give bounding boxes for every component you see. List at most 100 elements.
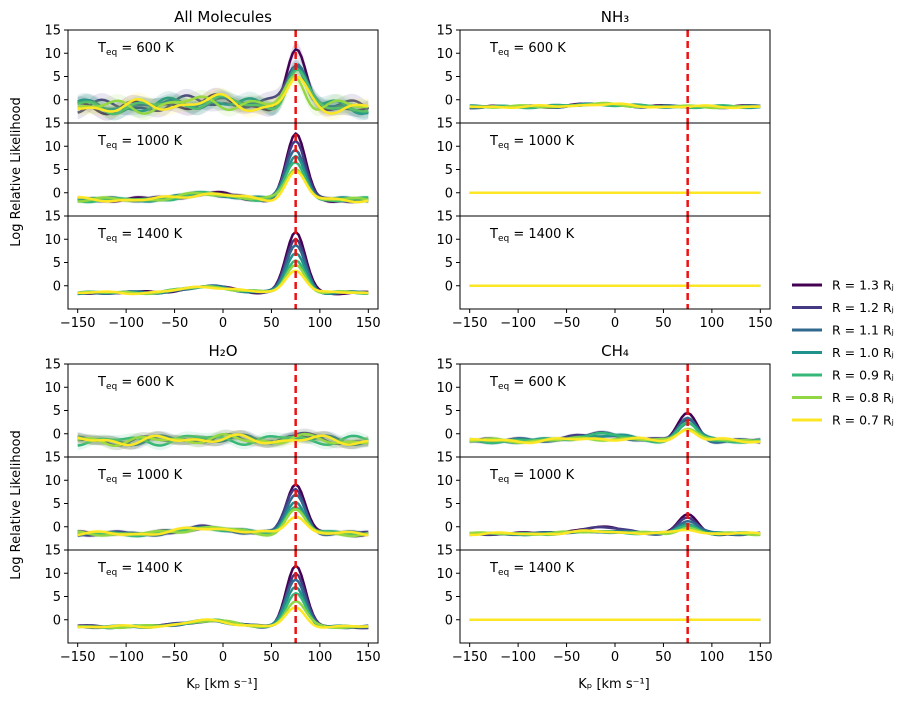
subplot-title: NH₃ <box>601 8 630 26</box>
x-tick-label: −50 <box>161 650 188 665</box>
subplot-title: CH₄ <box>601 342 629 360</box>
teq-label: Teq = 1400 K <box>97 561 183 578</box>
y-tick-label: 15 <box>44 210 61 225</box>
series-line <box>77 269 369 296</box>
y-tick-label: 0 <box>53 427 61 442</box>
y-tick-label: 10 <box>436 474 453 489</box>
y-tick-label: 15 <box>44 24 61 39</box>
row-plot-area <box>469 101 761 110</box>
y-tick-label: 0 <box>445 520 453 535</box>
subplot-group: CH₄ 0 5 10 15 Teq = 600 K 0 5 10 15 Teq = 1000 K 0 5… <box>436 342 772 665</box>
y-tick-label: 5 <box>445 163 453 178</box>
ylabel-bottom: Log Relative Likelihood <box>9 430 24 579</box>
series-line <box>77 434 369 447</box>
y-tick-label: 15 <box>436 544 453 559</box>
y-tick-label: 15 <box>436 117 453 132</box>
y-tick-label: 5 <box>53 256 61 271</box>
x-tick-label: 0 <box>611 650 619 665</box>
x-tick-label: 150 <box>356 316 381 331</box>
y-tick-label: 0 <box>445 186 453 201</box>
x-tick-label: 0 <box>219 316 227 331</box>
teq-label: Teq = 600 K <box>97 375 174 392</box>
y-tick-label: 10 <box>44 381 61 396</box>
teq-label: Teq = 1400 K <box>489 227 575 244</box>
row-plot-area <box>77 428 369 451</box>
x-tick-label: 150 <box>356 650 381 665</box>
y-tick-label: 5 <box>53 163 61 178</box>
teq-label: Teq = 600 K <box>489 41 566 58</box>
teq-label: Teq = 1000 K <box>97 134 183 151</box>
row-plot-area <box>77 482 369 539</box>
y-tick-label: 5 <box>53 70 61 85</box>
y-tick-label: 0 <box>53 613 61 628</box>
teq-label: Teq = 600 K <box>489 375 566 392</box>
x-tick-label: −150 <box>452 650 488 665</box>
y-tick-label: 10 <box>44 567 61 582</box>
x-tick-label: 0 <box>611 316 619 331</box>
y-tick-label: 5 <box>53 497 61 512</box>
subplot-group: H₂O 0 5 10 15 Teq = 600 K 0 5 10 15 Teq = 1000 K 0 5… <box>44 342 380 665</box>
row-plot-area <box>469 512 761 537</box>
series-line <box>469 528 761 537</box>
x-tick-label: 50 <box>263 316 280 331</box>
y-tick-label: 15 <box>44 544 61 559</box>
x-tick-label: −100 <box>108 316 144 331</box>
legend-label: R = 1.0 Rⱼ <box>832 345 894 360</box>
x-tick-label: 50 <box>655 650 672 665</box>
row-frame <box>459 122 771 217</box>
legend-label: R = 0.7 Rⱼ <box>832 413 894 428</box>
y-tick-label: 10 <box>436 233 453 248</box>
y-tick-label: 10 <box>436 47 453 62</box>
y-tick-label: 10 <box>436 567 453 582</box>
y-tick-label: 5 <box>53 404 61 419</box>
series-line <box>77 599 369 630</box>
x-tick-label: 50 <box>263 650 280 665</box>
legend-label: R = 1.3 Rⱼ <box>832 278 894 293</box>
y-tick-label: 0 <box>445 427 453 442</box>
xlabel-right: Kₚ [km s⁻¹] <box>578 677 650 692</box>
subplot-group: NH₃ 0 5 10 15 Teq = 600 K 0 5 10 15 Teq = 1000 K 0 5… <box>436 8 772 331</box>
legend-label: R = 1.1 Rⱼ <box>832 323 894 338</box>
y-tick-label: 15 <box>44 358 61 373</box>
x-tick-label: −100 <box>108 650 144 665</box>
series-line <box>77 432 369 448</box>
row-plot-area <box>77 230 369 296</box>
series-line <box>77 515 369 537</box>
y-tick-label: 15 <box>44 451 61 466</box>
x-tick-label: 150 <box>748 650 773 665</box>
series-line <box>77 169 369 204</box>
series-band <box>77 62 369 121</box>
x-tick-label: −150 <box>60 650 96 665</box>
teq-label: Teq = 1400 K <box>489 561 575 578</box>
x-tick-label: −50 <box>161 316 188 331</box>
series-line <box>77 433 369 447</box>
y-tick-label: 0 <box>445 93 453 108</box>
series-band <box>77 42 369 121</box>
y-tick-label: 10 <box>436 381 453 396</box>
y-tick-label: 10 <box>44 233 61 248</box>
series-band <box>77 70 369 121</box>
x-tick-label: 150 <box>748 316 773 331</box>
x-tick-label: 100 <box>307 316 332 331</box>
row-plot-area <box>469 410 761 446</box>
row-frame <box>459 549 771 644</box>
legend-label: R = 0.8 Rⱼ <box>832 390 894 405</box>
x-tick-label: 100 <box>699 650 724 665</box>
y-tick-label: 15 <box>44 117 61 132</box>
series-line <box>469 428 761 445</box>
x-tick-label: −50 <box>553 316 580 331</box>
x-tick-label: 50 <box>655 316 672 331</box>
row-plot-area <box>77 564 369 630</box>
teq-label: Teq = 1000 K <box>97 468 183 485</box>
subplot-title: All Molecules <box>174 8 272 26</box>
y-tick-label: 0 <box>445 613 453 628</box>
row-plot-area <box>77 131 369 205</box>
y-tick-label: 0 <box>445 279 453 294</box>
row-frame <box>459 215 771 310</box>
teq-label: Teq = 1000 K <box>489 134 575 151</box>
x-tick-label: −50 <box>553 650 580 665</box>
teq-label: Teq = 600 K <box>97 41 174 58</box>
y-tick-label: 15 <box>436 24 453 39</box>
series-line <box>77 606 369 629</box>
